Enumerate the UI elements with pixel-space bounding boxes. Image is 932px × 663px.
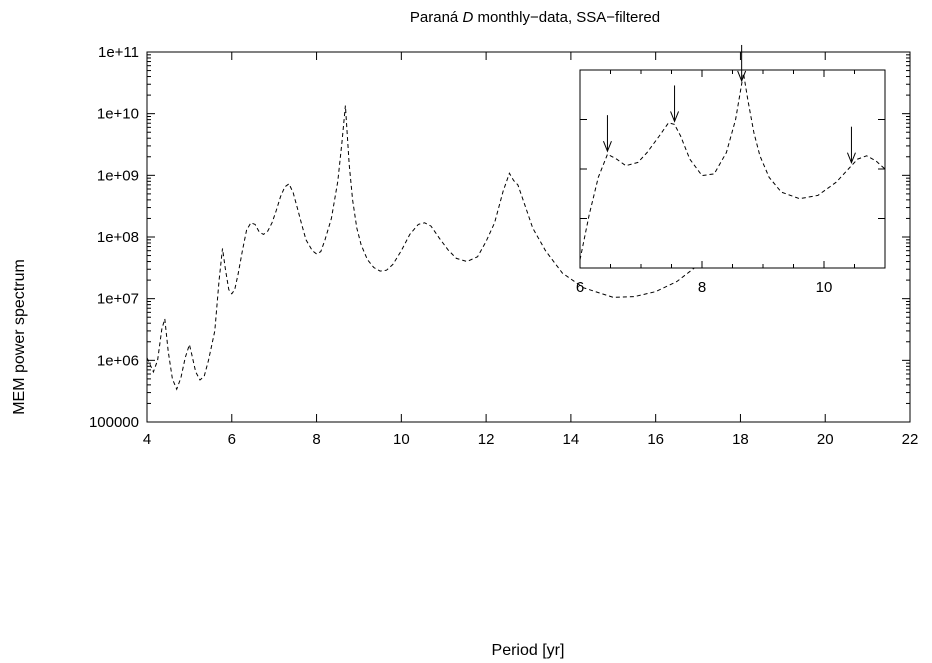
peak-arrow	[670, 85, 680, 123]
chart-title-italic: D	[462, 9, 473, 26]
chart-title-main: Paraná	[410, 9, 463, 26]
y-tick-label: 1e+08	[97, 229, 139, 246]
peak-arrow	[846, 126, 856, 165]
x-tick-label: 12	[478, 431, 495, 448]
main-axis-ticks: 4 6 8 10 12 14 16 18 20 22 100000 1e+06 1e+07 1e+08 1e…	[89, 44, 918, 448]
inset-plot-frame	[579, 69, 886, 269]
peak-arrow	[737, 44, 747, 83]
x-tick-label: 18	[732, 431, 749, 448]
inset-x-tick-label: 10	[816, 279, 833, 296]
y-tick-label: 1e+11	[98, 44, 139, 61]
x-axis-label: Period [yr]	[492, 642, 565, 659]
chart-title-rest: monthly−data, SSA−filtered	[473, 9, 660, 26]
chart-title: Paraná D monthly−data, SSA−filtered	[410, 9, 660, 26]
y-tick-label: 1e+06	[97, 352, 139, 369]
x-tick-label: 4	[143, 431, 151, 448]
inset-chart: 6 8 10	[576, 44, 886, 296]
inset-series-group	[579, 73, 886, 260]
y-tick-label: 100000	[89, 414, 139, 431]
x-tick-label: 14	[563, 431, 580, 448]
x-tick-label: 22	[902, 431, 919, 448]
inset-spectrum-line	[579, 73, 886, 260]
x-tick-label: 8	[312, 431, 320, 448]
inset-background	[580, 70, 885, 268]
y-axis-label: MEM power spectrum	[11, 259, 28, 415]
y-tick-label: 1e+09	[97, 167, 139, 184]
x-tick-label: 20	[817, 431, 834, 448]
y-tick-label: 1e+07	[97, 291, 139, 308]
peak-arrow	[602, 115, 612, 153]
inset-x-tick-label: 8	[698, 279, 706, 296]
x-tick-label: 10	[393, 431, 410, 448]
y-tick-label: 1e+10	[97, 106, 139, 123]
inset-x-tick-label: 6	[576, 279, 584, 296]
x-tick-label: 6	[228, 431, 236, 448]
x-tick-label: 16	[647, 431, 664, 448]
inset-axis-ticks: 6 8 10	[576, 69, 885, 296]
inset-arrows-group	[602, 44, 856, 165]
main-plot-frame	[146, 51, 911, 423]
